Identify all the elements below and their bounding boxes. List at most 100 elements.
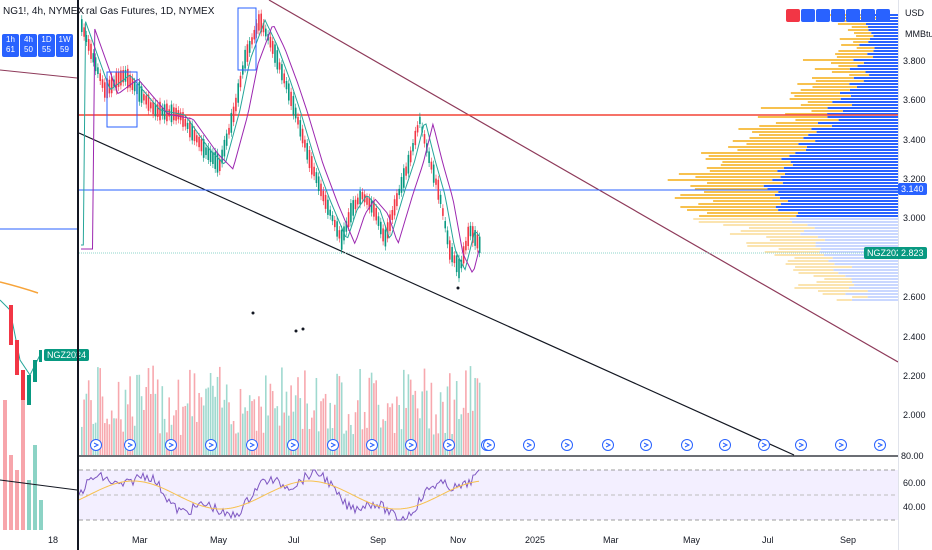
candle: [439, 194, 442, 204]
profile-bar-yellow: [698, 203, 782, 205]
volume-bar: [246, 410, 249, 455]
volume-bar: [423, 368, 426, 455]
volume-bar: [140, 396, 143, 455]
profile-bar-yellow: [789, 98, 841, 100]
volume-bar: [106, 418, 108, 455]
rsi-line: [79, 469, 480, 521]
profile-bar-blue: [811, 128, 898, 130]
price-axis[interactable]: USD MMBtu 3.800 3.600 3.400 3.200 3.000 …: [898, 0, 932, 550]
candle: [317, 176, 320, 192]
candle: [258, 14, 260, 31]
profile-bar-yellow: [764, 251, 820, 253]
volume-bar: [235, 433, 237, 455]
tf-box-1d[interactable]: 1D 55: [38, 34, 55, 57]
vp-button[interactable]: [816, 9, 830, 22]
vp-button-red[interactable]: [786, 9, 800, 22]
volume-bar: [430, 382, 433, 455]
volume-bar: [145, 386, 147, 455]
left-symbol-label[interactable]: NG1!, 4h, NYMEX: [3, 6, 85, 17]
profile-bar-blue: [868, 41, 898, 43]
volume-bar: [214, 396, 216, 455]
currency-label[interactable]: USD: [905, 8, 925, 18]
event-marker: [124, 439, 136, 451]
event-marker: [327, 439, 339, 451]
vp-button[interactable]: [801, 9, 815, 22]
candle: [230, 112, 233, 133]
profile-bar-yellow: [812, 86, 857, 88]
profile-bar-yellow: [807, 101, 833, 103]
vp-button[interactable]: [861, 9, 875, 22]
volume-bar: [251, 401, 253, 455]
vp-button[interactable]: [846, 9, 860, 22]
vp-button[interactable]: [876, 9, 890, 22]
main-symbol-label[interactable]: ral Gas Futures, 1D, NYMEX: [86, 6, 214, 17]
volume-bar: [363, 411, 366, 455]
candle: [472, 226, 474, 243]
profile-bar-yellow: [794, 95, 851, 97]
volume-bar: [221, 407, 223, 455]
volume-bar: [435, 414, 437, 455]
rsi-label: 80.00: [901, 451, 924, 461]
lower-trendline: [79, 132, 795, 456]
candle: [405, 166, 407, 176]
main-chart-canvas[interactable]: [79, 0, 898, 550]
profile-bar-blue: [803, 137, 898, 139]
candle: [382, 228, 384, 242]
event-marker: [795, 439, 807, 451]
candle: [85, 34, 88, 43]
dot-marker: [251, 311, 255, 315]
volume-bar: [81, 426, 83, 455]
profile-bar-yellow: [793, 269, 834, 271]
candle: [366, 197, 368, 205]
event-marker: [758, 439, 770, 451]
profile-bar-blue: [814, 227, 898, 229]
profile-bar-yellow: [698, 221, 792, 223]
profile-bar-blue: [806, 146, 898, 148]
volume-bar: [223, 399, 226, 455]
volume-bar: [83, 399, 85, 455]
tf-box-4h[interactable]: 4h 50: [20, 34, 37, 57]
profile-bar-yellow: [847, 29, 869, 31]
time-axis-label: May: [683, 535, 701, 545]
volume-bar: [101, 396, 104, 455]
profile-bar-blue: [824, 239, 898, 241]
left-volume-bars: [3, 400, 43, 530]
candle: [338, 230, 341, 239]
candle: [150, 102, 152, 109]
profile-bar-blue: [808, 134, 898, 136]
event-marker-arrow: [643, 442, 650, 448]
volume-bar: [278, 425, 281, 455]
profile-bar-yellow: [708, 155, 790, 157]
candle: [283, 73, 285, 84]
profile-bar-blue: [867, 296, 898, 298]
candle: [304, 139, 306, 148]
profile-bar-yellow: [816, 281, 853, 283]
volume-bar: [294, 395, 297, 455]
profile-bar-blue: [796, 215, 898, 217]
volume-bar: [288, 415, 290, 455]
volume-bar: [368, 377, 371, 455]
rsi-ma-line: [79, 480, 480, 510]
candle: [354, 199, 357, 210]
candle: [334, 219, 336, 228]
left-chart-pane[interactable]: NG1!, 4h, NYMEX 1h 61 4h 50 1D 55 1W 59: [0, 0, 90, 550]
event-marker-arrow: [722, 442, 729, 448]
profile-bar-blue: [779, 197, 898, 199]
price-label: 2.400: [903, 332, 926, 342]
profile-bar-blue: [791, 221, 898, 223]
profile-bar-yellow: [814, 68, 850, 70]
candle: [409, 150, 412, 163]
tf-box-1w[interactable]: 1W 59: [56, 34, 73, 57]
tf-box-1h[interactable]: 1h 61: [2, 34, 19, 57]
volume-bar: [173, 415, 175, 455]
profile-bar-blue: [857, 65, 898, 67]
profile-bar-blue: [867, 290, 898, 292]
event-marker-arrow: [564, 442, 571, 448]
profile-bar-yellow: [760, 107, 828, 109]
profile-bar-yellow: [706, 167, 784, 169]
volume-bar: [437, 433, 440, 455]
vp-button[interactable]: [831, 9, 845, 22]
candle: [449, 240, 451, 260]
profile-bar-blue: [815, 242, 898, 244]
pane-divider[interactable]: [77, 0, 79, 550]
